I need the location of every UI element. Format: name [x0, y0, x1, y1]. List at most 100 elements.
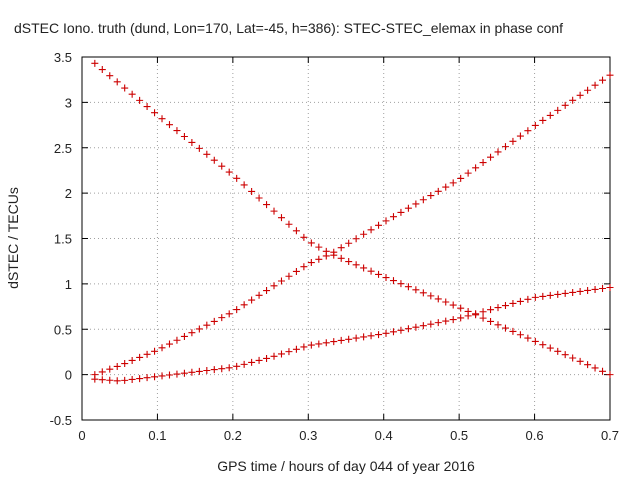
- data-point: [195, 325, 203, 333]
- grid: [82, 57, 610, 420]
- data-point: [218, 162, 226, 170]
- data-series: [91, 59, 614, 385]
- data-point: [330, 248, 338, 256]
- data-point: [255, 291, 263, 299]
- data-point: [180, 369, 188, 377]
- data-point: [576, 287, 584, 295]
- data-point: [404, 204, 412, 212]
- y-tick-label: 3.5: [54, 50, 72, 65]
- data-point: [98, 66, 106, 74]
- data-point: [427, 192, 435, 200]
- data-point: [263, 201, 271, 209]
- data-point: [277, 277, 285, 285]
- data-point: [195, 144, 203, 152]
- data-point: [554, 347, 562, 355]
- data-point: [434, 187, 442, 195]
- data-point: [285, 220, 293, 228]
- data-point: [509, 327, 517, 335]
- data-point: [569, 354, 577, 362]
- data-point: [106, 72, 114, 80]
- data-point: [487, 317, 495, 325]
- data-point: [345, 239, 353, 247]
- data-point: [173, 127, 181, 135]
- y-tick-label: 2: [65, 186, 72, 201]
- data-point: [98, 368, 106, 376]
- data-point: [591, 364, 599, 372]
- data-point: [539, 116, 547, 124]
- series-low: [91, 284, 614, 385]
- data-point: [158, 115, 166, 123]
- data-point: [292, 267, 300, 275]
- data-point: [128, 356, 136, 364]
- data-point: [240, 181, 248, 189]
- data-point: [151, 109, 159, 117]
- data-point: [494, 304, 502, 312]
- data-point: [554, 290, 562, 298]
- data-point: [584, 86, 592, 94]
- x-tick-label: 0.2: [224, 428, 242, 443]
- data-point: [345, 258, 353, 266]
- data-point: [210, 156, 218, 164]
- data-point: [561, 101, 569, 109]
- data-point: [307, 259, 315, 267]
- data-point: [599, 76, 607, 84]
- data-point: [143, 374, 151, 382]
- data-point: [151, 373, 159, 381]
- data-point: [143, 350, 151, 358]
- data-point: [367, 332, 375, 340]
- data-point: [591, 285, 599, 293]
- data-point: [113, 362, 121, 370]
- data-point: [375, 331, 383, 339]
- data-point: [367, 267, 375, 275]
- data-point: [173, 370, 181, 378]
- data-point: [300, 233, 308, 241]
- data-point: [375, 221, 383, 229]
- data-point: [487, 306, 495, 314]
- data-point: [225, 364, 233, 372]
- data-point: [128, 90, 136, 98]
- data-point: [315, 255, 323, 263]
- data-point: [307, 341, 315, 349]
- data-point: [233, 306, 241, 314]
- data-point: [165, 371, 173, 379]
- data-point: [165, 121, 173, 129]
- data-point: [91, 59, 99, 67]
- data-point: [516, 132, 524, 140]
- data-point: [233, 362, 241, 370]
- data-point: [412, 323, 420, 331]
- data-point: [315, 340, 323, 348]
- data-point: [501, 143, 509, 151]
- y-tick-label: -0.5: [50, 413, 72, 428]
- data-point: [315, 243, 323, 251]
- data-point: [442, 298, 450, 306]
- data-point: [143, 103, 151, 111]
- data-point: [479, 308, 487, 316]
- y-tick-label: 1: [65, 277, 72, 292]
- data-point: [472, 164, 480, 172]
- data-point: [569, 288, 577, 296]
- data-point: [501, 302, 509, 310]
- data-point: [151, 347, 159, 355]
- data-point: [248, 358, 256, 366]
- y-tick-label: 3: [65, 95, 72, 110]
- data-point: [419, 322, 427, 330]
- data-point: [561, 289, 569, 297]
- data-point: [136, 96, 144, 104]
- data-point: [397, 326, 405, 334]
- data-point: [233, 174, 241, 182]
- axis-ticks: 0 0.1 0.2 0.3 0.4 0.5 0.6 0.7 -0.5 0 0.5 1 1.5 2 2.5 3 3…: [50, 50, 619, 443]
- data-point: [106, 365, 114, 373]
- data-point: [98, 376, 106, 384]
- data-point: [188, 138, 196, 146]
- x-tick-label: 0.6: [526, 428, 544, 443]
- x-tick-label: 0.3: [299, 428, 317, 443]
- data-point: [509, 137, 517, 145]
- data-point: [128, 375, 136, 383]
- data-point: [606, 71, 614, 79]
- data-point: [412, 200, 420, 208]
- data-point: [285, 348, 293, 356]
- data-point: [121, 360, 129, 368]
- data-point: [113, 78, 121, 86]
- data-point: [240, 360, 248, 368]
- data-point: [569, 96, 577, 104]
